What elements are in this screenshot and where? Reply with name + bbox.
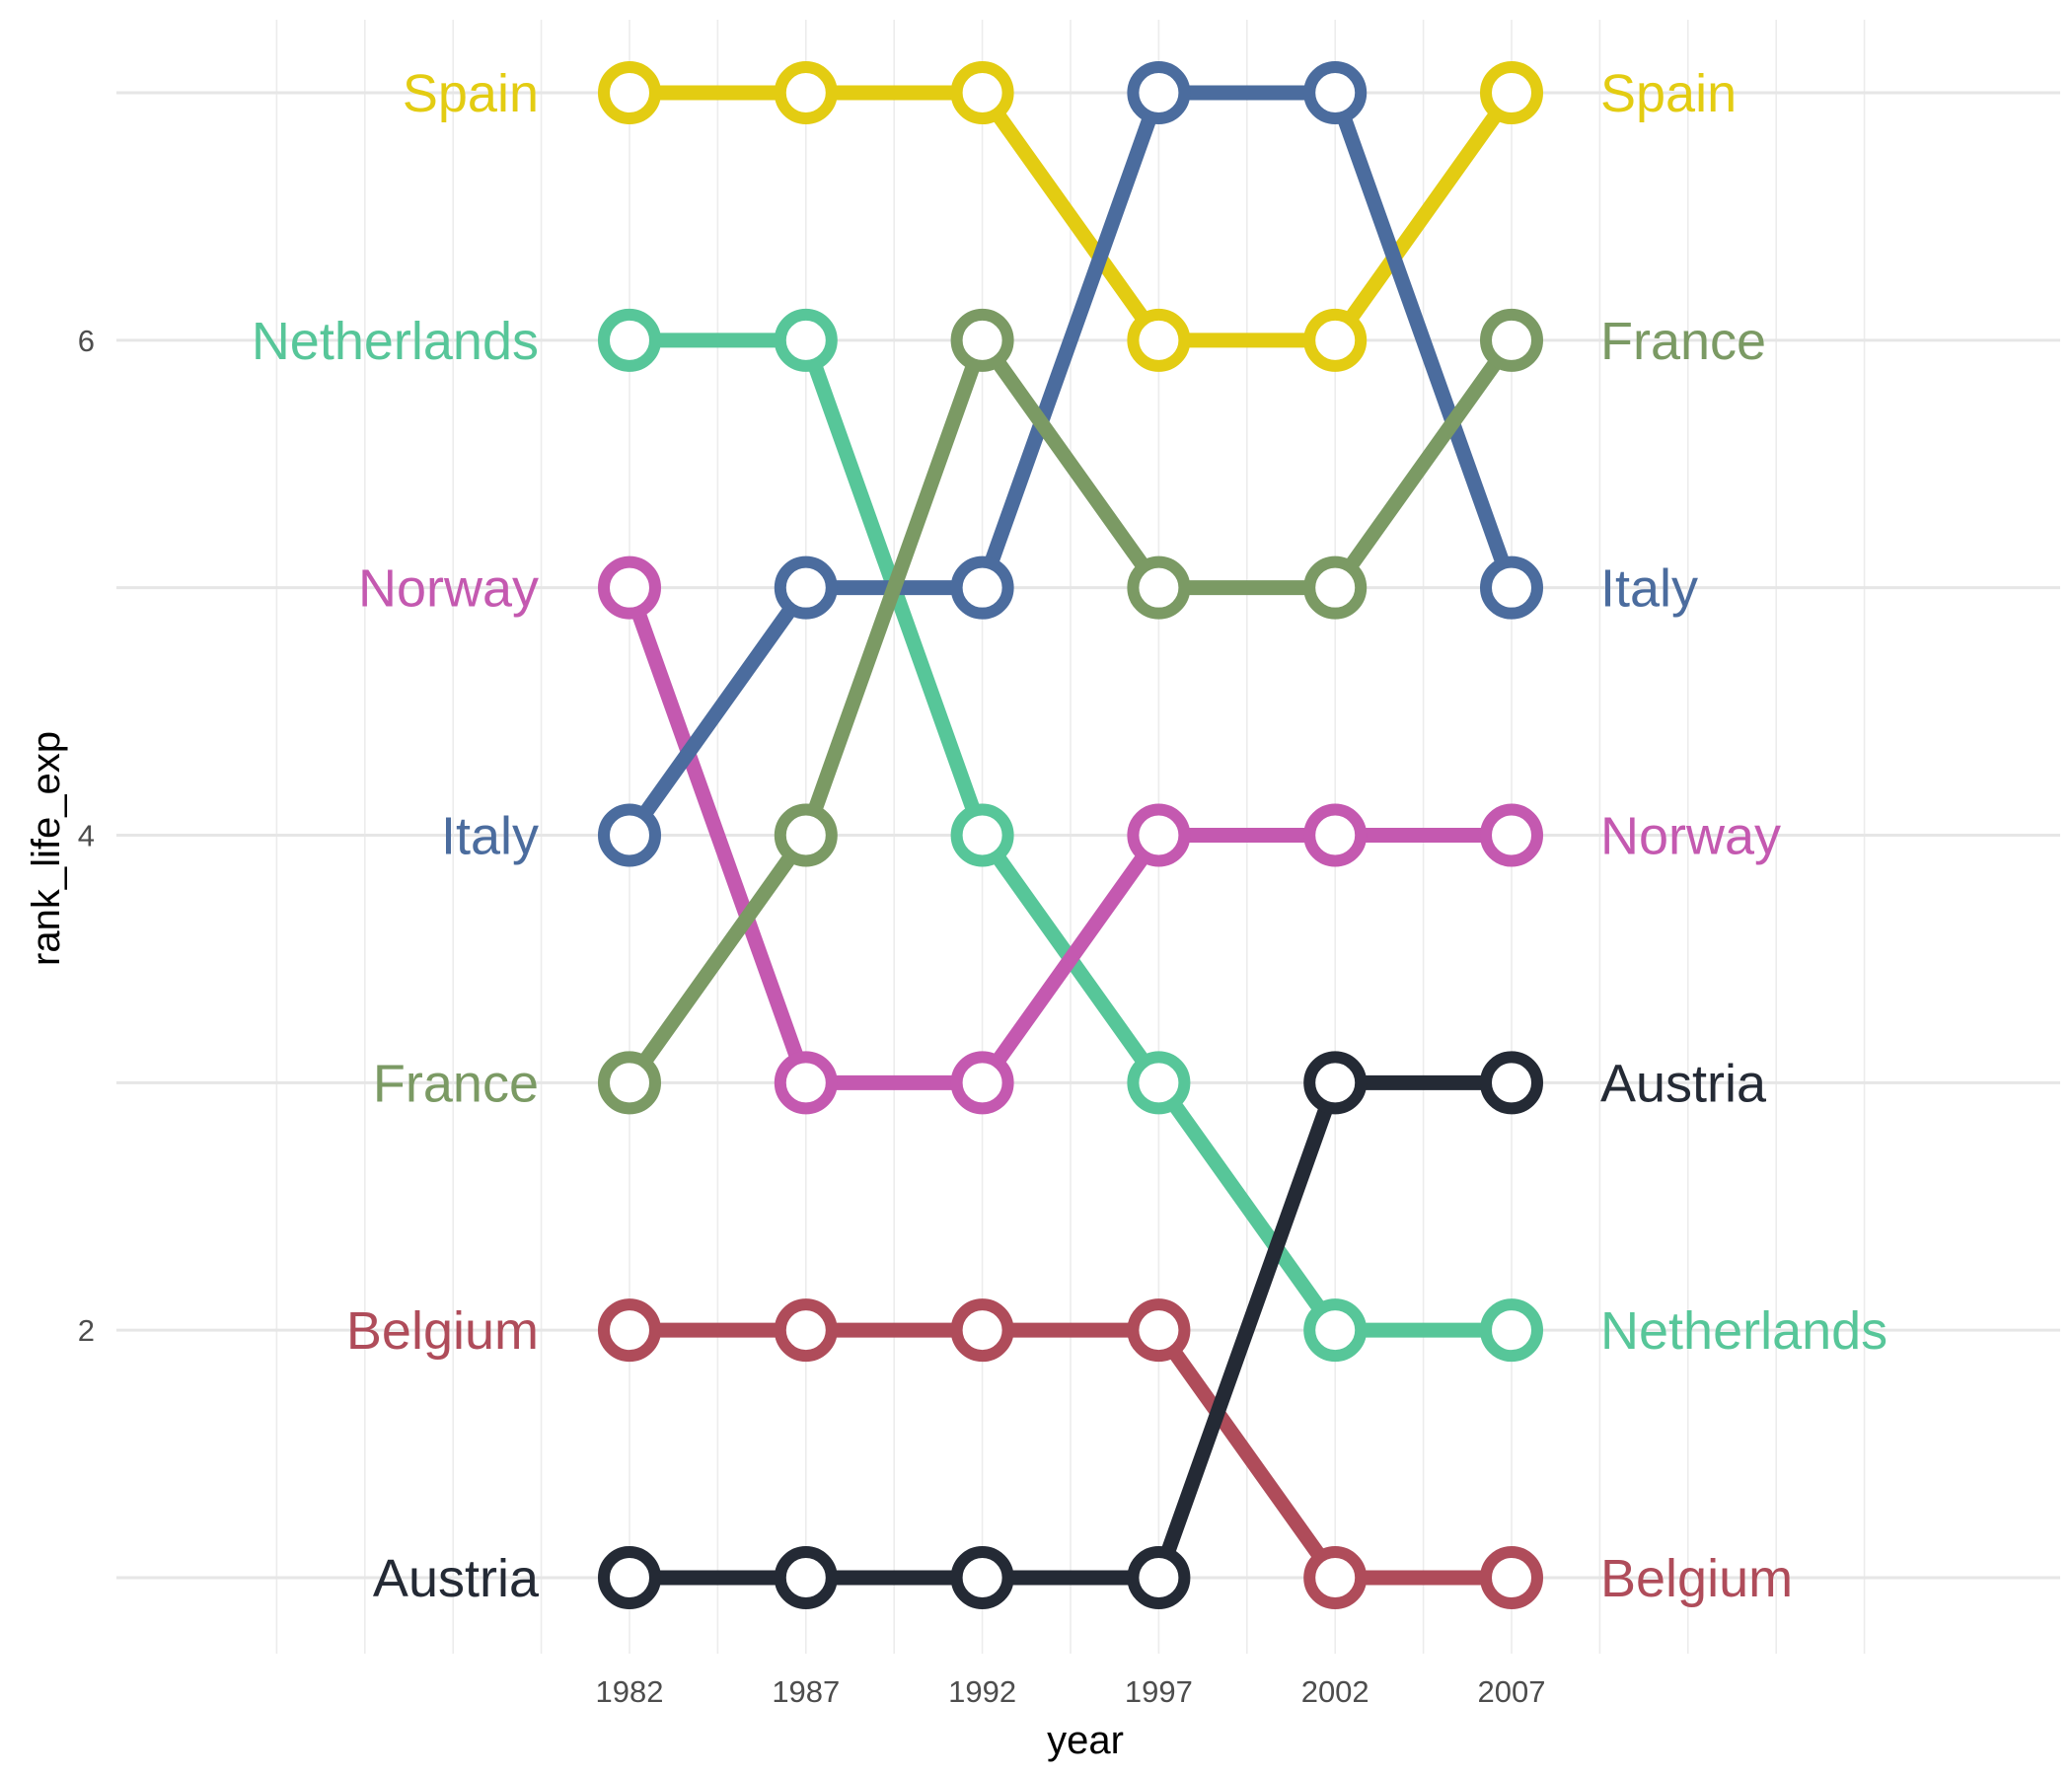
series-france: [598, 308, 1543, 1115]
x-tick-label: 2002: [1301, 1674, 1369, 1709]
x-tick-label: 2007: [1478, 1674, 1546, 1709]
data-point-austria: [950, 1546, 1014, 1609]
data-point-netherlands: [598, 308, 661, 372]
data-point-austria: [1480, 1051, 1543, 1115]
x-tick-label: 1992: [948, 1674, 1016, 1709]
x-tick-label: 1987: [772, 1674, 840, 1709]
series-line-italy: [622, 85, 1519, 844]
data-point-france: [1303, 555, 1368, 620]
x-axis-title: year: [1047, 1719, 1124, 1762]
series-line-france: [622, 333, 1519, 1090]
data-point-austria: [774, 1546, 838, 1609]
y-tick-label: 2: [78, 1313, 95, 1348]
series-austria: [598, 1051, 1543, 1609]
data-point-france: [774, 803, 838, 867]
end-label-italy: Italy: [1600, 559, 1698, 619]
end-label-norway: Norway: [1600, 807, 1781, 866]
data-point-italy: [774, 555, 838, 620]
data-point-france: [1127, 555, 1191, 620]
data-point-netherlands: [1127, 1051, 1191, 1115]
data-point-belgium: [950, 1298, 1014, 1363]
data-point-norway: [1127, 803, 1191, 867]
data-point-austria: [1127, 1546, 1191, 1609]
data-point-france: [950, 308, 1014, 372]
data-point-spain: [598, 61, 661, 125]
data-point-austria: [598, 1546, 661, 1609]
data-point-austria: [1303, 1051, 1368, 1115]
data-point-belgium: [1303, 1546, 1368, 1609]
end-label-france: France: [1600, 312, 1766, 371]
data-point-norway: [950, 1051, 1014, 1115]
end-label-spain: Spain: [1600, 64, 1737, 123]
data-point-spain: [774, 61, 838, 125]
data-point-norway: [1480, 803, 1543, 867]
data-point-norway: [774, 1051, 838, 1115]
start-label-netherlands: Netherlands: [252, 312, 539, 371]
x-tick-label: 1982: [596, 1674, 664, 1709]
y-tick-label: 6: [78, 324, 95, 358]
data-point-netherlands: [1303, 1298, 1368, 1363]
series-layer: [598, 61, 1543, 1609]
data-point-italy: [1303, 61, 1368, 125]
data-point-italy: [1480, 555, 1543, 620]
start-label-france: France: [373, 1054, 539, 1113]
data-point-belgium: [774, 1298, 838, 1363]
data-point-italy: [1127, 61, 1191, 125]
data-point-netherlands: [774, 308, 838, 372]
end-label-austria: Austria: [1600, 1054, 1767, 1113]
series-norway: [598, 555, 1543, 1115]
data-point-belgium: [1127, 1298, 1191, 1363]
series-belgium: [598, 1298, 1543, 1609]
end-label-netherlands: Netherlands: [1600, 1301, 1887, 1361]
data-point-spain: [950, 61, 1014, 125]
data-point-norway: [598, 555, 661, 620]
start-label-austria: Austria: [373, 1549, 540, 1608]
y-axis-title: rank_life_exp: [25, 731, 68, 966]
data-point-spain: [1303, 308, 1368, 372]
data-point-italy: [598, 803, 661, 867]
data-point-belgium: [1480, 1546, 1543, 1609]
data-point-netherlands: [1480, 1298, 1543, 1363]
y-tick-label: 4: [78, 819, 95, 853]
start-label-italy: Italy: [441, 807, 539, 866]
x-tick-label: 1997: [1125, 1674, 1193, 1709]
start-label-spain: Spain: [403, 64, 539, 123]
series-italy: [598, 61, 1543, 867]
x-axis-ticks: 1982 1987 1992 1997 2002 2007: [596, 1674, 1546, 1709]
data-point-belgium: [598, 1298, 661, 1363]
data-point-norway: [1303, 803, 1368, 867]
data-point-italy: [950, 555, 1014, 620]
end-label-belgium: Belgium: [1600, 1549, 1793, 1608]
start-label-belgium: Belgium: [346, 1301, 539, 1361]
series-spain: [598, 61, 1543, 372]
data-point-spain: [1127, 308, 1191, 372]
end-labels: Spain Spain Netherlands Netherlands Norway No…: [252, 64, 1887, 1608]
data-point-netherlands: [950, 803, 1014, 867]
y-axis-ticks: 2 4 6: [78, 324, 95, 1348]
data-point-spain: [1480, 61, 1543, 125]
data-point-france: [598, 1051, 661, 1115]
start-label-norway: Norway: [358, 559, 539, 619]
data-point-france: [1480, 308, 1543, 372]
